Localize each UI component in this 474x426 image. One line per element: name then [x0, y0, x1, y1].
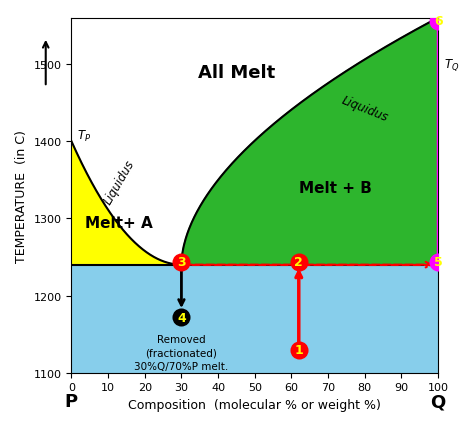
Text: All Melt: All Melt	[198, 63, 275, 81]
Text: Melt+ A: Melt+ A	[85, 215, 153, 230]
Y-axis label: TEMPERATURE  (in C): TEMPERATURE (in C)	[15, 130, 28, 262]
Text: 2: 2	[294, 256, 303, 268]
Polygon shape	[182, 19, 438, 265]
Text: P: P	[65, 392, 78, 410]
X-axis label: Composition  (molecular % or weight %): Composition (molecular % or weight %)	[128, 398, 381, 411]
Polygon shape	[72, 142, 182, 265]
Text: 3: 3	[177, 256, 186, 268]
Text: Solidus: Solidus	[310, 244, 353, 256]
Text: Liquidus: Liquidus	[339, 94, 390, 124]
Text: Removed
(fractionated)
30%Q/70%P melt.: Removed (fractionated) 30%Q/70%P melt.	[134, 334, 228, 371]
Text: Liquidus: Liquidus	[101, 157, 137, 206]
Text: 5: 5	[434, 256, 443, 268]
Text: $T_Q$: $T_Q$	[444, 57, 459, 73]
Text: 1: 1	[294, 343, 303, 356]
Text: $T_P$: $T_P$	[77, 129, 91, 144]
Text: Melt + B: Melt + B	[299, 181, 372, 196]
Text: 6: 6	[434, 15, 442, 28]
Text: Q: Q	[430, 392, 446, 410]
Text: 4: 4	[177, 311, 186, 324]
